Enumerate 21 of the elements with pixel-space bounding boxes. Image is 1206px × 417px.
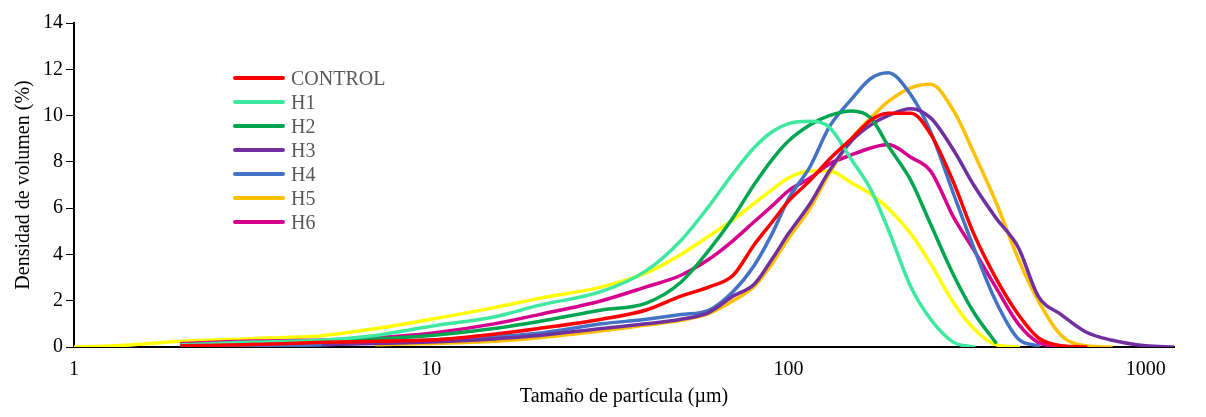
- legend-label: H6: [291, 210, 316, 234]
- y-tick-label: 4: [53, 241, 63, 264]
- legend-label: H2: [291, 114, 316, 138]
- x-tick-label: 10: [421, 357, 442, 380]
- y-tick-label: 10: [43, 102, 63, 125]
- x-tick-label: 1000: [1125, 357, 1166, 380]
- legend-label: CONTROL: [291, 66, 386, 90]
- y-tick-label: 6: [53, 195, 63, 218]
- legend-label: H5: [291, 186, 316, 210]
- x-axis-title: Tamaño de partícula (µm): [519, 384, 729, 408]
- x-tick-label: 100: [773, 357, 804, 380]
- y-tick-label: 14: [43, 10, 63, 33]
- y-tick-label: 12: [43, 56, 63, 79]
- legend-label: H1: [291, 90, 316, 114]
- legend-label: H3: [291, 138, 316, 162]
- legend-label: H4: [291, 162, 316, 186]
- y-tick-label: 8: [53, 149, 63, 172]
- y-tick-label: 0: [53, 334, 63, 357]
- y-axis-title: Densidad de volumen (%): [11, 80, 35, 290]
- x-tick-label: 1: [69, 357, 79, 380]
- y-tick-label: 2: [53, 287, 63, 310]
